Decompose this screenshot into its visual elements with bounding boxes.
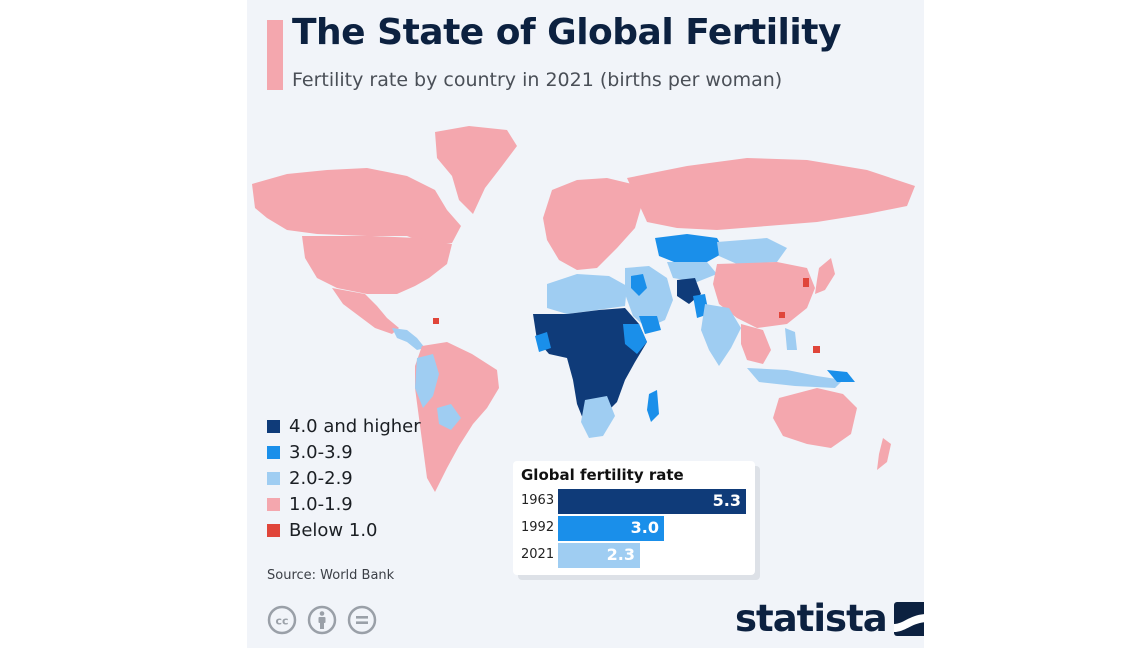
legend-label: 2.0-2.9 — [289, 467, 353, 489]
map-region-japan — [815, 258, 835, 294]
inset-bar: 2.3 — [558, 543, 640, 568]
legend-item-3: 3.0-3.9 — [267, 439, 421, 465]
map-region-hong-kong — [779, 312, 785, 318]
inset-row: 2021 2.3 — [513, 543, 755, 568]
map-region-bolivia-paraguay — [437, 404, 461, 430]
legend-swatch — [267, 471, 280, 485]
map-region-puerto-rico — [433, 318, 439, 324]
map-region-madagascar — [647, 390, 659, 422]
global-fertility-inset: Global fertility rate 1963 5.3 1992 3.0 … — [513, 461, 755, 575]
creative-commons-icon[interactable]: cc — [267, 605, 297, 635]
inset-bar: 5.3 — [558, 489, 746, 514]
statista-brand[interactable]: statista — [735, 597, 924, 640]
map-region-russia — [627, 158, 915, 230]
map-region-europe — [543, 178, 642, 270]
map-region-north-america-north — [252, 168, 461, 244]
map-region-new-zealand — [877, 438, 891, 470]
attribution-icon[interactable] — [307, 605, 337, 635]
map-region-mongolia — [717, 238, 787, 264]
page-subtitle: Fertility rate by country in 2021 (birth… — [292, 69, 783, 91]
legend-label: 4.0 and higher — [289, 415, 421, 437]
inset-year-label: 2021 — [521, 547, 555, 562]
title-accent-bar — [267, 20, 283, 90]
map-region-west-africa-coast — [535, 332, 551, 352]
map-region-central-america — [392, 328, 425, 350]
map-region-india — [701, 304, 741, 366]
inset-value-label: 5.3 — [712, 491, 741, 510]
map-region-philippines — [785, 328, 797, 350]
map-region-kazakhstan — [655, 234, 725, 264]
map-region-united-states — [302, 236, 452, 294]
map-region-south-korea — [803, 278, 809, 287]
inset-value-label: 2.3 — [606, 545, 635, 564]
map-region-east-africa — [623, 324, 647, 354]
map-region-indonesia — [747, 368, 843, 388]
map-region-sub-saharan-africa — [533, 308, 647, 424]
map-region-iraq — [631, 274, 647, 296]
legend-item-1: 1.0-1.9 — [267, 491, 421, 517]
world-fertility-map — [252, 126, 915, 492]
inset-row: 1963 5.3 — [513, 489, 755, 514]
source-note: Source: World Bank — [267, 568, 395, 583]
brand-wordmark: statista — [735, 597, 888, 640]
inset-year-label: 1963 — [521, 493, 555, 508]
legend-swatch — [267, 419, 280, 433]
map-region-china — [713, 262, 815, 328]
legend-swatch — [267, 523, 280, 537]
svg-text:cc: cc — [275, 615, 288, 628]
map-region-mexico — [332, 288, 399, 334]
inset-year-label: 1992 — [521, 520, 555, 535]
infographic-card: The State of Global Fertility Fertility … — [247, 0, 924, 648]
legend-item-below-1: Below 1.0 — [267, 517, 421, 543]
map-region-southeast-asia — [741, 324, 771, 364]
inset-row: 1992 3.0 — [513, 516, 755, 541]
legend-item-4-plus: 4.0 and higher — [267, 413, 421, 439]
legend-item-2: 2.0-2.9 — [267, 465, 421, 491]
map-legend: 4.0 and higher 3.0-3.9 2.0-2.9 1.0-1.9 B… — [267, 413, 421, 543]
map-region-guam — [813, 346, 820, 353]
map-region-southern-africa — [581, 396, 615, 438]
no-derivatives-icon[interactable] — [347, 605, 377, 635]
legend-label: 1.0-1.9 — [289, 493, 353, 515]
inset-title: Global fertility rate — [521, 466, 684, 484]
license-icons: cc — [267, 605, 387, 635]
map-region-papua-new-guinea — [827, 370, 855, 382]
map-region-australia — [773, 388, 857, 448]
inset-value-label: 3.0 — [630, 518, 659, 537]
legend-swatch — [267, 497, 280, 511]
statista-logo-icon — [893, 601, 924, 636]
map-region-yemen — [639, 316, 661, 334]
legend-swatch — [267, 445, 280, 459]
map-region-north-africa — [547, 274, 627, 314]
legend-label: 3.0-3.9 — [289, 441, 353, 463]
page-title: The State of Global Fertility — [292, 12, 841, 53]
map-region-greenland — [435, 126, 517, 214]
inset-bar: 3.0 — [558, 516, 664, 541]
map-region-central-asia — [667, 262, 717, 282]
legend-label: Below 1.0 — [289, 519, 378, 541]
map-region-andes-north — [415, 354, 439, 408]
